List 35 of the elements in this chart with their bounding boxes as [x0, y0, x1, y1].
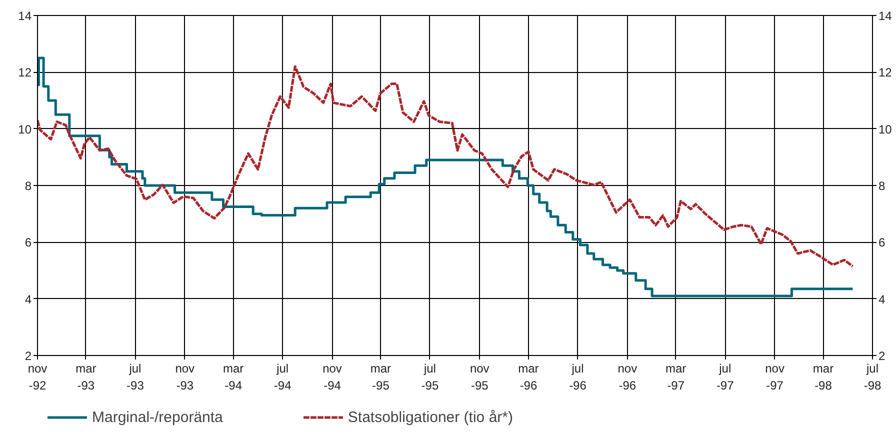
y-tick-label: 8 [24, 179, 32, 193]
x-tick-label: jul -94 [274, 362, 292, 392]
y-tick-label: 14 [18, 9, 32, 23]
x-tick-label: mar -95 [370, 362, 392, 392]
y2-tick-label: 12 [878, 66, 892, 80]
x-tick-label: nov -93 [175, 362, 195, 392]
y2-tick-label: 4 [878, 292, 886, 306]
x-tick-label: nov -97 [765, 362, 784, 392]
x-tick-label: mar -94 [222, 362, 244, 392]
y-tick-label: 4 [24, 292, 32, 306]
x-tick-label: mar -96 [518, 362, 539, 392]
y-tick-label: 10 [18, 122, 32, 136]
legend-label: Statsobligationer (tio år*) [348, 408, 513, 426]
x-tick-label: jul -96 [569, 362, 587, 392]
x-tick-label: jul -93 [126, 362, 144, 392]
x-tick-label: nov -92 [28, 362, 48, 392]
x-tick-label: nov -95 [470, 362, 490, 392]
y2-tick-label: 14 [878, 9, 892, 23]
y2-tick-label: 6 [878, 236, 886, 250]
x-tick-label: jul -97 [716, 362, 734, 392]
x-tick-label: jul -98 [864, 362, 882, 392]
y-tick-label: 12 [18, 66, 32, 80]
y-tick-label: 2 [24, 349, 32, 363]
x-tick-label: mar -93 [76, 362, 96, 392]
x-tick-label: nov -94 [322, 362, 342, 392]
y2-tick-label: 10 [878, 122, 892, 136]
legend-label: Marginal-/reporänta [92, 408, 223, 426]
x-tick-label: mar -98 [812, 362, 834, 392]
y2-tick-label: 8 [878, 179, 886, 193]
x-tick-label: mar -97 [666, 362, 686, 392]
y-tick-label: 6 [24, 236, 32, 250]
x-tick-label: jul -95 [421, 362, 439, 392]
x-tick-label: nov -96 [618, 362, 638, 392]
line-series [38, 65, 854, 268]
y2-tick-label: 2 [878, 349, 886, 363]
